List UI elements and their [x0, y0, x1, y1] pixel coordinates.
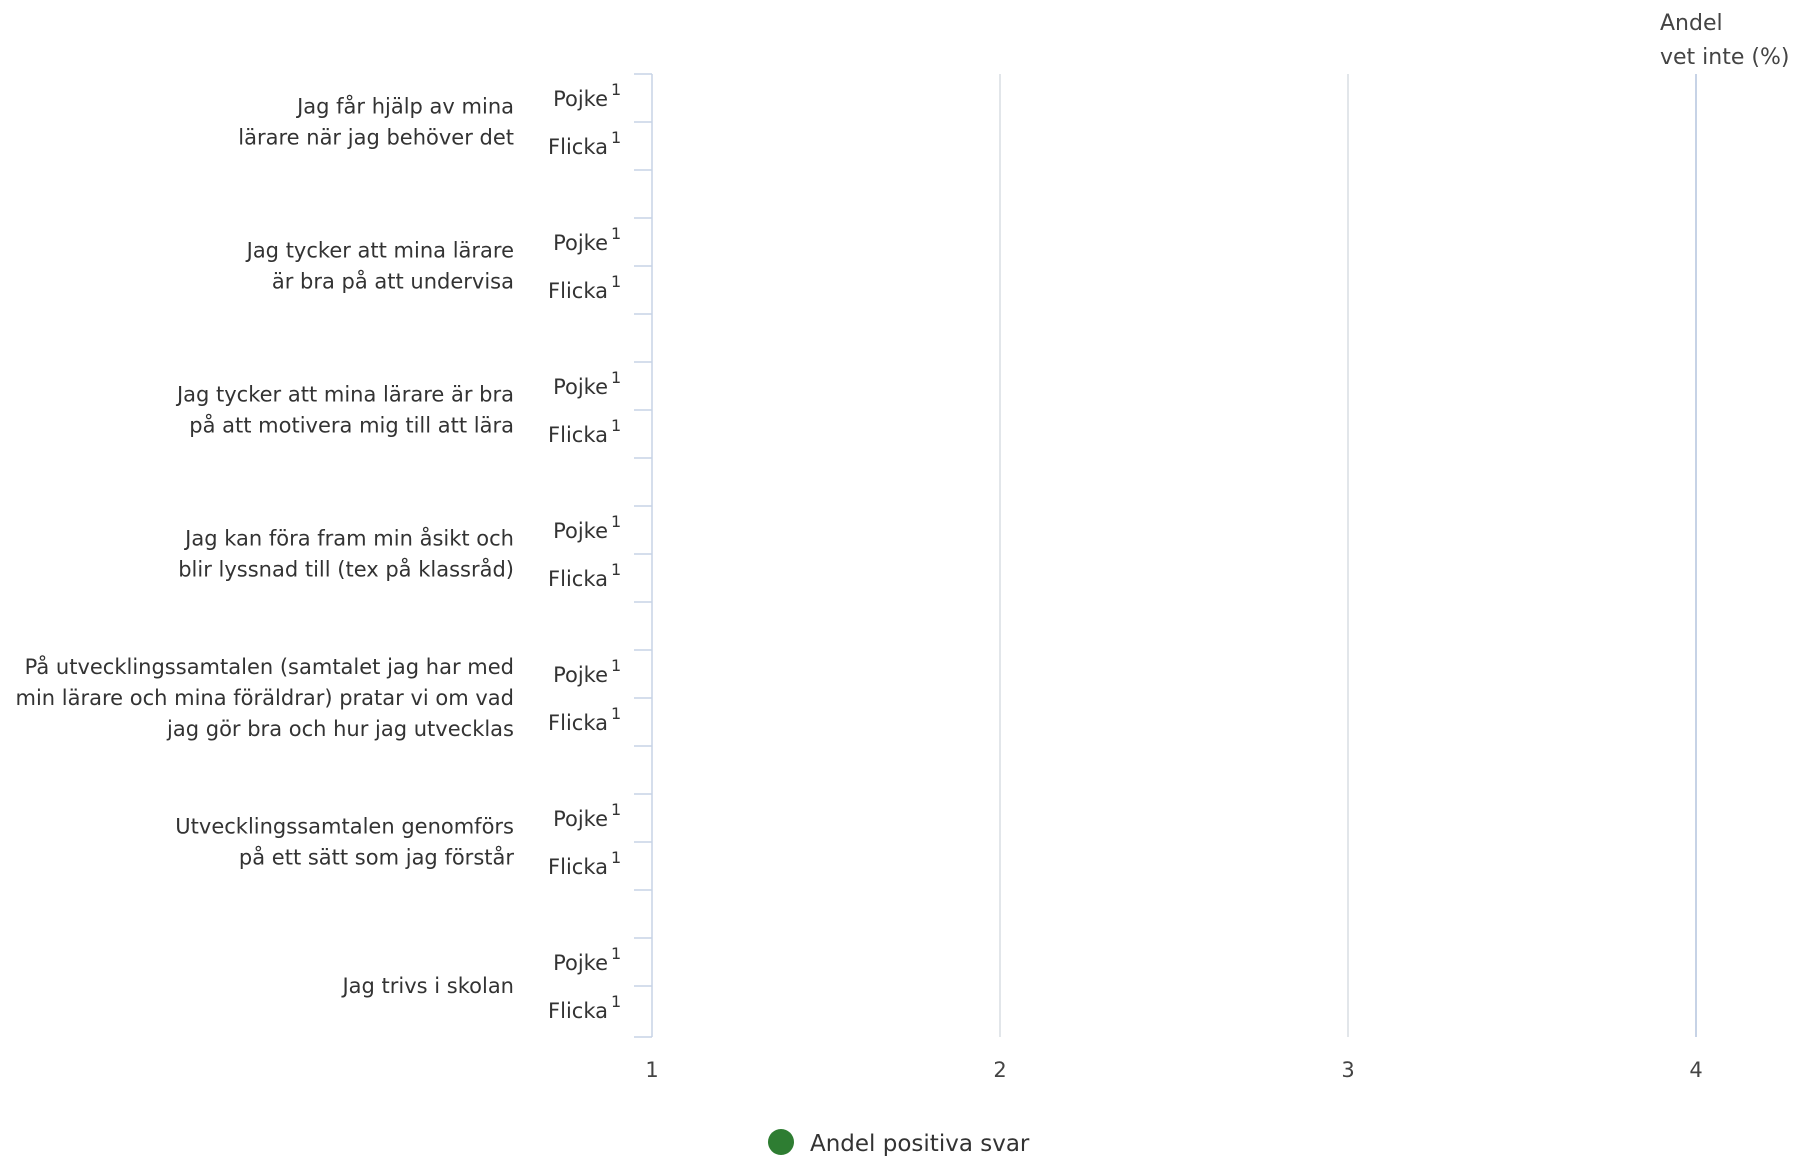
- x-tick-label: 4: [1689, 1058, 1702, 1082]
- x-tick-label: 3: [1341, 1058, 1354, 1082]
- x-tick-label: 2: [993, 1058, 1006, 1082]
- question-label-line: på att motivera mig till att lära: [189, 413, 514, 438]
- label-layer: 1 2 3 4 Jag får hjälp av mina lärare när jag …: [16, 80, 1703, 1082]
- side-header-line: vet inte (%): [1660, 45, 1789, 70]
- question-label-line: På utvecklingssamtalen (samtalet jag har…: [25, 654, 514, 679]
- group-label-pojke: Pojke: [553, 231, 608, 255]
- group-label-flicka: Flicka: [548, 423, 608, 447]
- group-label-flicka: Flicka: [548, 279, 608, 303]
- question-label-line: på ett sätt som jag förstår: [239, 845, 514, 870]
- group-footnote-marker: 1: [611, 272, 621, 291]
- group-label-flicka: Flicka: [548, 855, 608, 879]
- legend-marker[interactable]: [768, 1129, 794, 1155]
- group-label-flicka: Flicka: [548, 711, 608, 735]
- group-label-flicka: Flicka: [548, 999, 608, 1023]
- question-label-line: lärare när jag behöver det: [238, 126, 514, 150]
- question-label-line: jag gör bra och hur jag utvecklas: [166, 717, 514, 741]
- group-label-pojke: Pojke: [553, 87, 608, 111]
- group-label-pojke: Pojke: [553, 375, 608, 399]
- question-label-line: Jag tycker att mina lärare är bra: [175, 383, 514, 407]
- group-footnote-marker: 1: [611, 992, 621, 1011]
- question-label: Jag tycker att mina lärare är bra på att …: [245, 239, 514, 294]
- group-label-flicka: Flicka: [548, 135, 608, 159]
- question-label-line: Jag tycker att mina lärare: [245, 239, 514, 263]
- group-footnote-marker: 1: [611, 656, 621, 675]
- question-label: Utvecklingssamtalen genomförs på ett sätt…: [175, 815, 514, 870]
- axis-layer: [634, 73, 652, 1038]
- group-footnote-marker: 1: [611, 704, 621, 723]
- group-label-pojke: Pojke: [553, 663, 608, 687]
- question-label-line: min lärare och mina föräldrar) pratar vi…: [16, 686, 514, 710]
- group-footnote-marker: 1: [611, 560, 621, 579]
- group-footnote-marker: 1: [611, 944, 621, 963]
- x-tick-label: 1: [645, 1058, 658, 1082]
- group-footnote-marker: 1: [611, 224, 621, 243]
- question-label: På utvecklingssamtalen (samtalet jag har…: [16, 654, 514, 741]
- group-footnote-marker: 1: [611, 80, 621, 99]
- question-label-line: Utvecklingssamtalen genomförs: [175, 815, 514, 839]
- question-label-line: blir lyssnad till (tex på klassråd): [178, 557, 514, 582]
- group-label-pojke: Pojke: [553, 951, 608, 975]
- question-label: Jag får hjälp av mina lärare när jag behö…: [238, 94, 514, 150]
- group-label-pojke: Pojke: [553, 807, 608, 831]
- group-footnote-marker: 1: [611, 512, 621, 531]
- group-footnote-marker: 1: [611, 848, 621, 867]
- side-header-line: Andel: [1660, 11, 1723, 36]
- legend-layer[interactable]: Andel positiva svar: [768, 1129, 1030, 1156]
- question-label-line: Jag får hjälp av mina: [295, 94, 514, 119]
- question-label-line: Jag trivs i skolan: [340, 974, 514, 998]
- group-footnote-marker: 1: [611, 800, 621, 819]
- group-label-flicka: Flicka: [548, 567, 608, 591]
- question-label-line: Jag kan föra fram min åsikt och: [183, 526, 514, 551]
- group-label-pojke: Pojke: [553, 519, 608, 543]
- question-label: Jag tycker att mina lärare är bra på att …: [175, 383, 514, 438]
- question-label: Jag kan föra fram min åsikt och blir lyss…: [178, 526, 514, 582]
- question-label: Jag trivs i skolan: [340, 974, 514, 998]
- question-label-line: är bra på att undervisa: [272, 269, 514, 294]
- group-footnote-marker: 1: [611, 368, 621, 387]
- header-layer: Andel vet inte (%): [1660, 11, 1789, 70]
- group-footnote-marker: 1: [611, 128, 621, 147]
- legend-label[interactable]: Andel positiva svar: [810, 1131, 1030, 1156]
- group-footnote-marker: 1: [611, 416, 621, 435]
- grid-layer: [651, 74, 1697, 1037]
